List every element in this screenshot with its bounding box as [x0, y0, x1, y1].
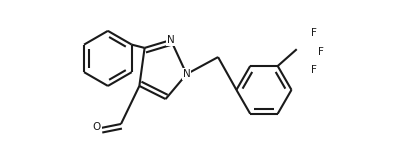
Text: O: O [92, 122, 101, 132]
Text: F: F [310, 29, 316, 39]
Text: F: F [317, 47, 323, 57]
Text: F: F [310, 65, 316, 75]
Text: N: N [182, 69, 190, 79]
Text: N: N [166, 35, 174, 45]
